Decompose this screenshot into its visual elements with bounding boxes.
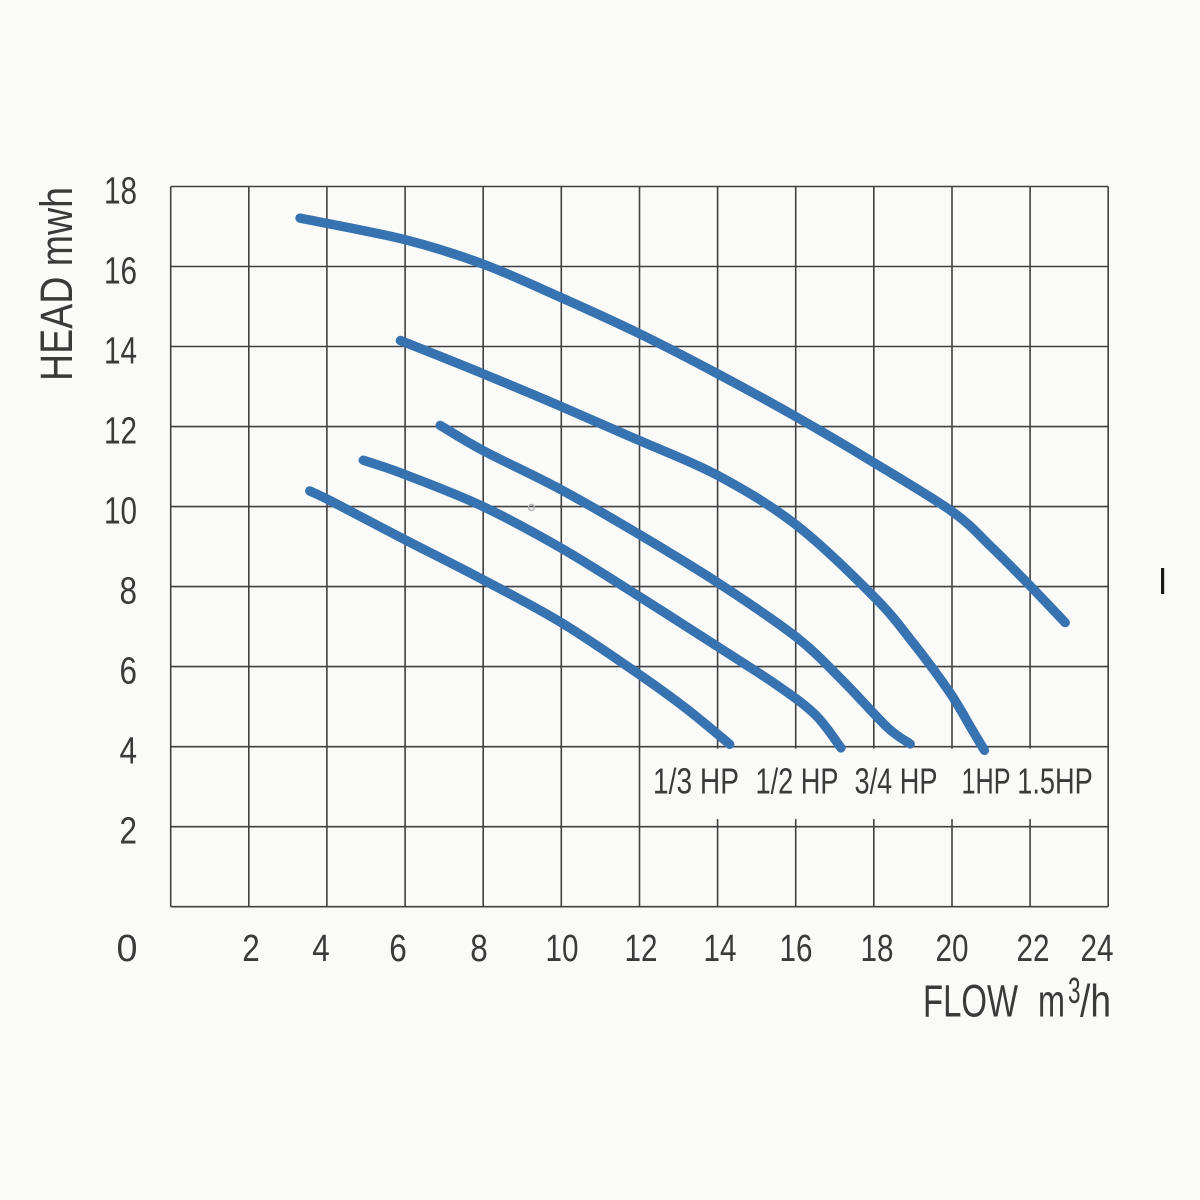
svg-text:6: 6: [389, 928, 407, 970]
svg-text:18: 18: [861, 928, 894, 970]
svg-text:4: 4: [312, 928, 330, 970]
svg-text:/h: /h: [1080, 976, 1111, 1027]
svg-text:16: 16: [104, 251, 137, 293]
svg-text:22: 22: [1017, 928, 1050, 970]
svg-text:12: 12: [625, 928, 658, 970]
svg-text:8: 8: [120, 571, 138, 613]
svg-text:3: 3: [1068, 970, 1081, 1011]
svg-text:m: m: [1038, 976, 1065, 1027]
svg-text:18: 18: [104, 171, 137, 213]
svg-text:8: 8: [470, 928, 488, 970]
svg-text:FLOW: FLOW: [923, 976, 1018, 1027]
svg-text:12: 12: [104, 411, 137, 453]
svg-text:10: 10: [546, 928, 579, 970]
svg-text:14: 14: [704, 928, 737, 970]
svg-text:0: 0: [117, 928, 138, 970]
svg-text:1.5HP: 1.5HP: [1017, 761, 1093, 802]
svg-text:HEAD mwh: HEAD mwh: [31, 187, 82, 381]
svg-text:2: 2: [120, 811, 138, 853]
svg-text:2: 2: [242, 928, 260, 970]
svg-text:1/3 HP: 1/3 HP: [653, 761, 739, 802]
svg-text:1HP: 1HP: [962, 761, 1011, 802]
svg-text:16: 16: [780, 928, 813, 970]
svg-text:24: 24: [1081, 928, 1114, 970]
svg-text:10: 10: [104, 491, 137, 533]
svg-text:1/2 HP: 1/2 HP: [756, 761, 839, 802]
svg-text:14: 14: [104, 331, 137, 373]
svg-text:6: 6: [120, 651, 138, 693]
svg-text:3/4 HP: 3/4 HP: [855, 761, 938, 802]
svg-text:20: 20: [936, 928, 969, 970]
svg-text:4: 4: [120, 731, 138, 773]
